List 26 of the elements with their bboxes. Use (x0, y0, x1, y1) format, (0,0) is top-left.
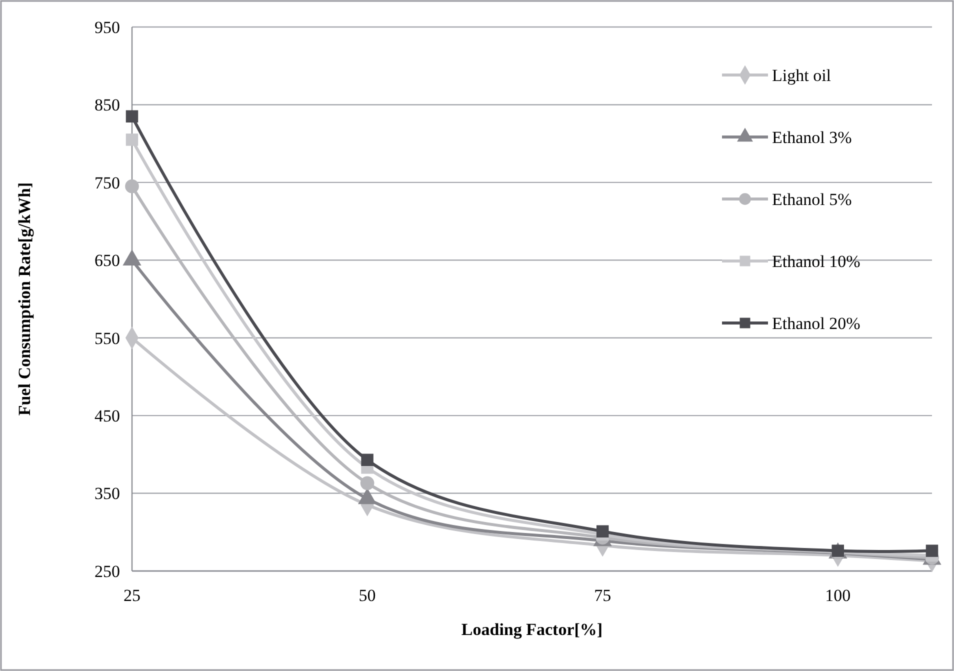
point (360, 476, 374, 490)
legend-label: Light oil (772, 66, 832, 85)
legend-label: Ethanol 3% (772, 128, 852, 147)
x-tick-label: 50 (358, 586, 376, 605)
y-tick-label: 350 (94, 484, 120, 504)
x-tick-label: 75 (594, 586, 612, 605)
y-tick-label: 950 (94, 18, 120, 37)
y-tick-label: 550 (94, 328, 120, 348)
y-tick-label: 450 (94, 406, 120, 426)
y-tick-label: 650 (94, 251, 120, 270)
y-axis-title: Fuel Consumption Rate[g/kWh] (15, 182, 34, 416)
point (125, 179, 139, 194)
x-tick-label: 100 (825, 586, 851, 605)
point (926, 544, 938, 557)
y-tick-label: 750 (94, 173, 120, 192)
x-axis-title: Loading Factor[%] (461, 620, 603, 639)
legend-label: Ethanol 20% (772, 314, 860, 333)
y-tick-label: 250 (94, 562, 120, 581)
legend-label: Ethanol 10% (772, 252, 860, 271)
y-tick-label: 850 (94, 96, 120, 115)
point (126, 110, 138, 122)
point (596, 525, 609, 538)
x-tick-label: 25 (124, 586, 140, 605)
point (361, 454, 374, 466)
point (126, 134, 138, 146)
legend-label: Ethanol 5% (772, 190, 852, 209)
